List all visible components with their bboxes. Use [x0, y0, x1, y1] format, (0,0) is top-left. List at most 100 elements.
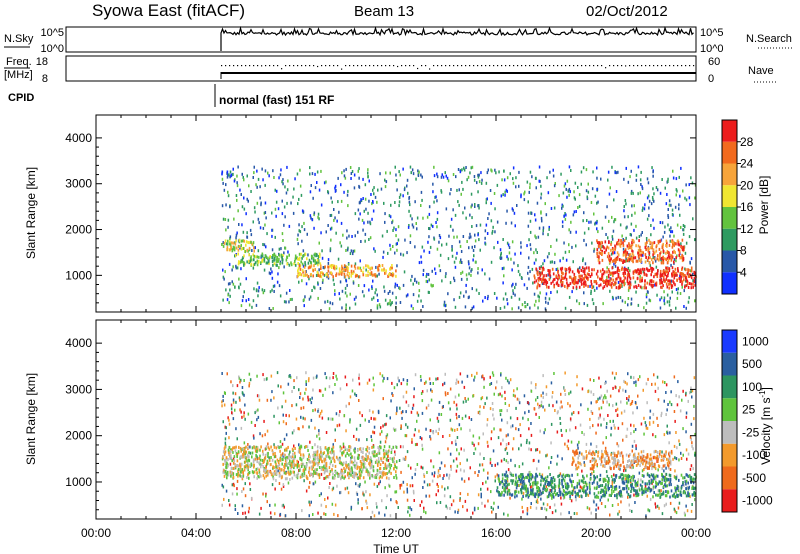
- range-cell: [602, 455, 604, 459]
- range-cell: [409, 203, 411, 207]
- range-cell: [640, 268, 642, 272]
- range-cell: [626, 225, 628, 229]
- range-cell: [620, 239, 622, 243]
- range-cell: [466, 240, 468, 243]
- range-cell: [603, 280, 605, 283]
- range-cell: [265, 492, 267, 496]
- range-cell: [339, 410, 341, 414]
- range-cell: [673, 507, 676, 511]
- range-cell: [613, 198, 615, 202]
- range-cell: [506, 479, 509, 483]
- range-cell: [631, 241, 633, 245]
- range-cell: [614, 171, 616, 175]
- range-cell: [254, 255, 257, 259]
- range-cell: [455, 378, 458, 382]
- range-cell: [279, 262, 281, 266]
- range-cell: [248, 471, 251, 474]
- range-cell: [448, 476, 450, 480]
- range-cell: [374, 291, 376, 295]
- range-cell: [538, 284, 541, 288]
- range-cell: [375, 502, 378, 506]
- range-cell: [645, 237, 648, 240]
- range-cell: [302, 254, 304, 258]
- range-cell: [308, 258, 311, 262]
- range-cell: [384, 513, 386, 517]
- range-cell: [269, 503, 271, 507]
- range-cell: [367, 265, 370, 269]
- range-cell: [599, 498, 602, 502]
- range-cell: [682, 274, 684, 278]
- range-cell: [293, 429, 295, 433]
- range-cell: [626, 244, 629, 248]
- nave-point: [481, 65, 483, 67]
- range-cell: [280, 247, 282, 251]
- range-cell: [393, 226, 395, 230]
- range-cell: [395, 274, 397, 278]
- range-cell: [327, 265, 330, 269]
- range-cell: [321, 271, 323, 275]
- range-cell: [497, 240, 499, 244]
- range-cell: [441, 243, 443, 247]
- range-cell: [492, 413, 494, 417]
- range-cell: [616, 257, 619, 261]
- range-cell: [367, 473, 370, 477]
- range-cell: [285, 413, 287, 417]
- range-cell: [221, 503, 223, 507]
- range-cell: [690, 422, 693, 426]
- range-cell: [416, 216, 419, 220]
- range-cell: [302, 416, 304, 420]
- range-cell: [269, 272, 272, 276]
- range-cell: [486, 171, 489, 175]
- range-cell: [233, 248, 236, 252]
- range-cell: [235, 452, 238, 455]
- range-cell: [307, 253, 309, 257]
- range-cell: [552, 174, 555, 178]
- range-cell: [429, 483, 431, 487]
- colorbar-tick-label: 16: [740, 200, 754, 214]
- range-cell: [232, 400, 235, 404]
- range-cell: [277, 384, 279, 388]
- range-cell: [305, 489, 308, 493]
- range-cell: [681, 267, 683, 271]
- range-cell: [442, 477, 444, 480]
- range-cell: [489, 375, 491, 379]
- range-cell: [236, 174, 238, 178]
- range-cell: [505, 459, 508, 463]
- range-cell: [233, 217, 235, 221]
- range-cell: [453, 279, 456, 283]
- range-cell: [305, 383, 307, 386]
- range-cell: [622, 243, 625, 247]
- range-cell: [487, 471, 489, 475]
- range-cell: [606, 270, 608, 274]
- range-cell: [480, 487, 482, 491]
- range-cell: [644, 421, 647, 425]
- range-cell: [578, 279, 581, 283]
- range-cell: [226, 248, 228, 252]
- range-cell: [299, 184, 302, 188]
- range-cell: [377, 265, 379, 269]
- range-cell: [458, 423, 461, 427]
- range-cell: [337, 176, 339, 180]
- range-cell: [299, 230, 302, 234]
- range-cell: [657, 398, 660, 402]
- range-cell: [408, 196, 411, 199]
- range-cell: [470, 192, 473, 196]
- range-cell: [432, 382, 434, 385]
- range-cell: [354, 302, 357, 306]
- range-cell: [479, 412, 481, 416]
- range-cell: [553, 261, 556, 265]
- range-cell: [472, 434, 475, 438]
- range-cell: [385, 171, 387, 175]
- range-cell: [596, 400, 598, 403]
- range-cell: [267, 451, 269, 455]
- range-cell: [668, 199, 671, 203]
- range-cell: [221, 170, 224, 174]
- range-cell: [551, 494, 553, 498]
- range-cell: [331, 264, 333, 268]
- range-cell: [507, 442, 510, 446]
- range-cell: [442, 435, 444, 438]
- range-cell: [389, 171, 391, 175]
- range-cell: [560, 274, 563, 278]
- range-cell: [254, 411, 256, 415]
- range-cell: [286, 262, 288, 266]
